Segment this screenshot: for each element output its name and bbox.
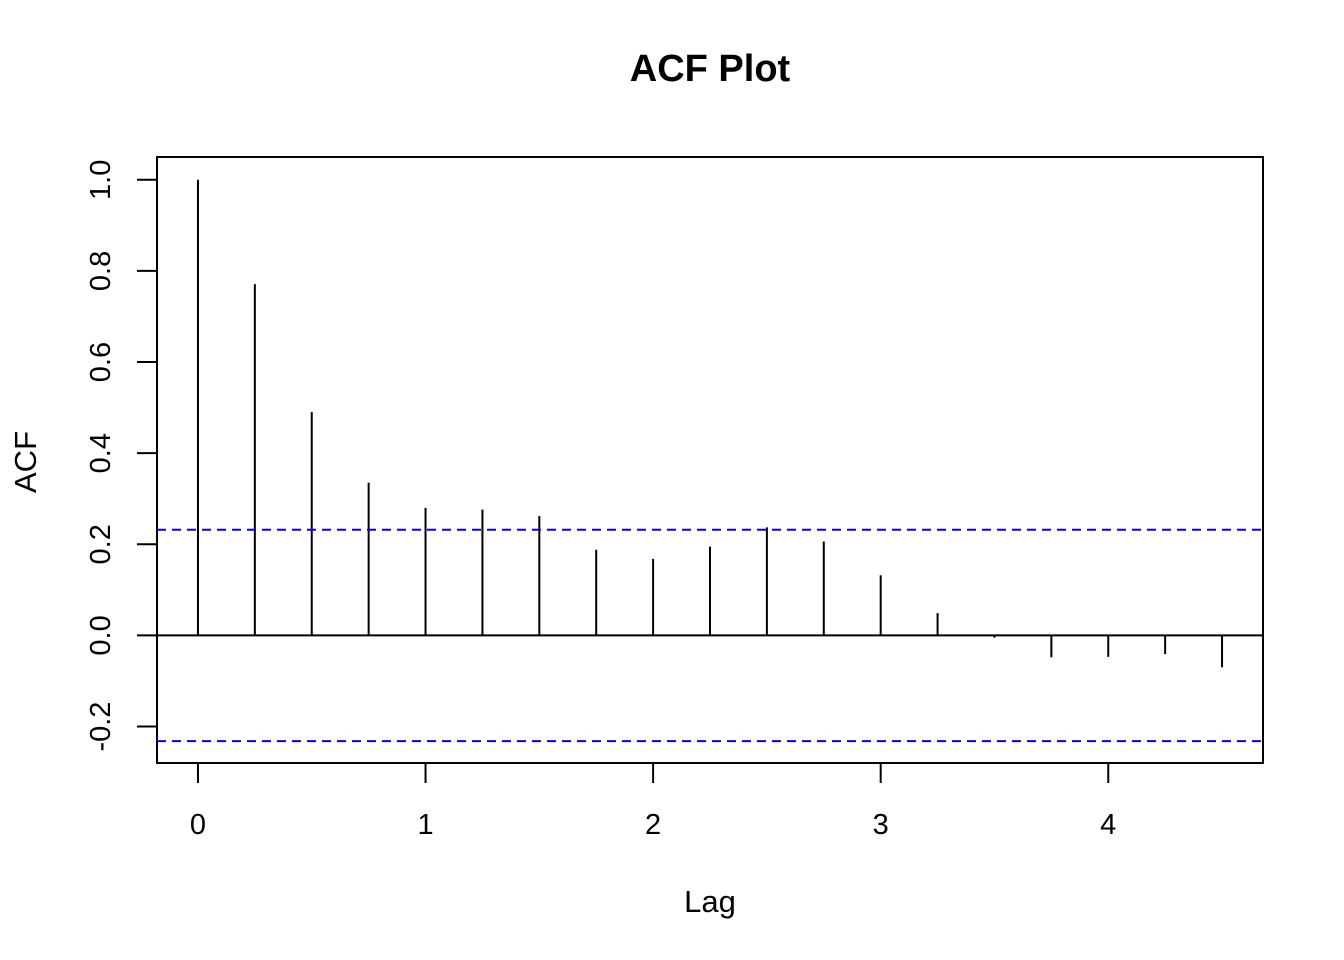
y-tick-label: 0.6	[85, 342, 117, 382]
x-tick-label: 3	[873, 809, 889, 841]
acf-bars	[196, 179, 1224, 668]
x-tick-label: 0	[190, 809, 206, 841]
x-axis: 0 1 2 3 4	[190, 762, 1116, 841]
x-tick-label: 2	[645, 809, 661, 841]
y-tick-label: 0.4	[85, 433, 117, 473]
y-axis-label: ACF	[8, 431, 43, 493]
x-axis-label: Lag	[684, 884, 736, 919]
x-tick-label: 1	[417, 809, 433, 841]
plot-frame	[156, 156, 1264, 764]
x-tick-label: 4	[1100, 809, 1116, 841]
reference-lines	[157, 528, 1263, 743]
plot-area	[156, 156, 1264, 764]
y-tick-label: 0.2	[85, 524, 117, 564]
chart-title: ACF Plot	[630, 48, 791, 90]
y-tick-label: -0.2	[85, 702, 117, 752]
y-tick-label: 0.0	[85, 615, 117, 655]
y-axis: -0.2 0.0 0.2 0.4 0.6 0.8 1.0	[85, 160, 158, 752]
y-tick-label: 1.0	[85, 160, 117, 200]
y-tick-label: 0.8	[85, 251, 117, 291]
